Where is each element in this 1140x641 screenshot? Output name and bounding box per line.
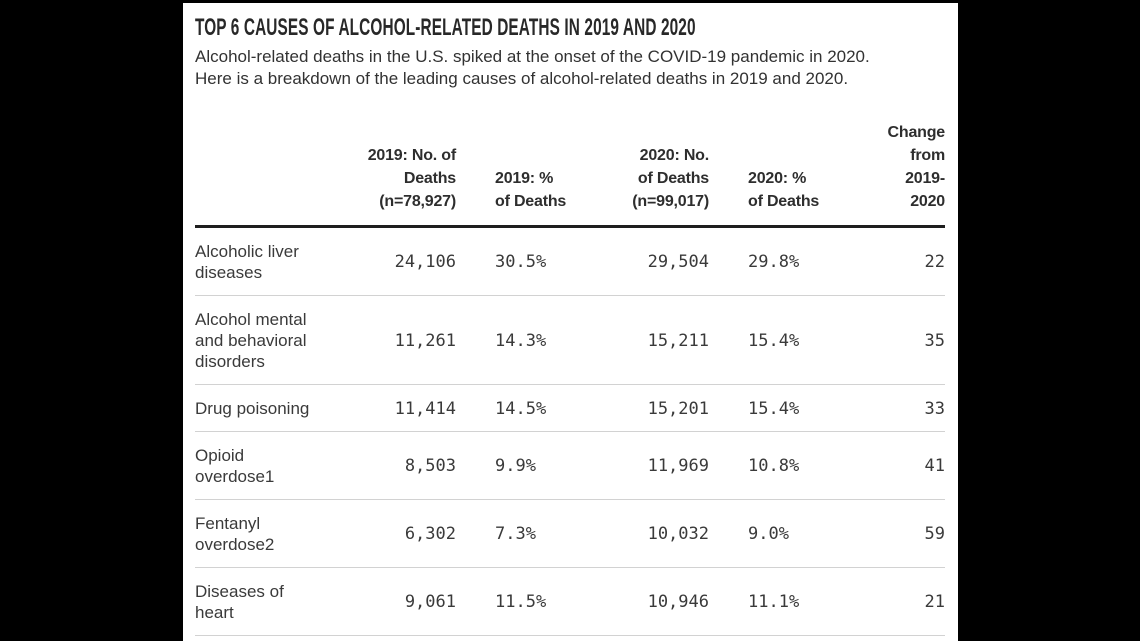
table-row: Diseases of heart 9,061 11.5% 10,946 11.…: [195, 568, 945, 636]
table-row: Fentanyl overdose2 6,302 7.3% 10,032 9.0…: [195, 500, 945, 568]
infographic-card: TOP 6 CAUSES OF ALCOHOL-RELATED DEATHS I…: [183, 3, 958, 641]
percent-2020-cell: 9.0%: [748, 524, 789, 544]
chart-title: TOP 6 CAUSES OF ALCOHOL-RELATED DEATHS I…: [195, 14, 696, 41]
percent-2020-cell: 11.1%: [748, 592, 800, 612]
cause-cell: Alcoholic liver diseases: [195, 242, 299, 282]
deaths-2020-cell: 15,201: [647, 398, 709, 419]
percent-2019-cell: 14.3%: [495, 330, 547, 351]
column-header-change: Change from 2019- 2020: [887, 124, 946, 210]
chart-subtitle: Alcohol-related deaths in the U.S. spike…: [195, 47, 870, 88]
header-row: 2019: No. of Deaths (n=78,927) 2019: % o…: [195, 121, 945, 227]
data-table: 2019: No. of Deaths (n=78,927) 2019: % o…: [195, 121, 945, 636]
cause-cell: Drug poisoning: [195, 399, 310, 418]
column-header-2020-deaths: 2020: No. of Deaths (n=99,017): [632, 147, 709, 210]
change-cell: 21: [924, 592, 945, 612]
table-row: Drug poisoning 11,414 14.5% 15,201 15.4%…: [195, 385, 945, 432]
cause-cell: Opioid overdose1: [195, 446, 275, 486]
table-row: Alcoholic liver diseases 24,106 30.5% 29…: [195, 227, 945, 296]
percent-2020-cell: 29.8%: [748, 252, 800, 272]
deaths-2020-cell: 11,969: [647, 456, 709, 476]
column-header-2019-percent: 2019: % of Deaths: [495, 170, 567, 210]
change-cell: 33: [924, 398, 945, 419]
deaths-2020-cell: 29,504: [647, 252, 709, 272]
change-cell: 22: [924, 252, 945, 272]
change-cell: 41: [924, 456, 945, 476]
percent-2019-cell: 30.5%: [495, 252, 547, 272]
deaths-2019-cell: 8,503: [404, 456, 456, 476]
percent-2019-cell: 9.9%: [495, 456, 536, 476]
deaths-2019-cell: 6,302: [404, 524, 456, 544]
cause-cell: Diseases of heart: [195, 582, 284, 622]
column-header-cause: [195, 121, 345, 227]
deaths-2020-cell: 10,032: [647, 524, 709, 544]
change-cell: 59: [924, 524, 945, 544]
percent-2020-cell: 15.4%: [748, 330, 800, 351]
column-header-2019-deaths: 2019: No. of Deaths (n=78,927): [367, 147, 456, 210]
percent-2019-cell: 14.5%: [495, 398, 547, 419]
cause-cell: Alcohol mental and behavioral disorders: [195, 310, 307, 371]
cause-cell: Fentanyl overdose2: [195, 514, 275, 554]
deaths-2019-cell: 11,261: [394, 330, 456, 351]
percent-2019-cell: 7.3%: [495, 524, 536, 544]
percent-2020-cell: 15.4%: [748, 398, 800, 419]
table-row: Opioid overdose1 8,503 9.9% 11,969 10.8%…: [195, 432, 945, 500]
title-row: TOP 6 CAUSES OF ALCOHOL-RELATED DEATHS I…: [195, 14, 945, 42]
deaths-2019-cell: 11,414: [394, 398, 456, 419]
deaths-2020-cell: 15,211: [647, 330, 709, 351]
table-row: Alcohol mental and behavioral disorders …: [195, 296, 945, 385]
change-cell: 35: [924, 330, 945, 351]
column-header-2020-percent: 2020: % of Deaths: [748, 170, 820, 210]
percent-2019-cell: 11.5%: [495, 592, 547, 612]
deaths-2019-cell: 9,061: [404, 592, 456, 612]
deaths-2019-cell: 24,106: [394, 252, 456, 272]
deaths-2020-cell: 10,946: [647, 592, 709, 612]
percent-2020-cell: 10.8%: [748, 456, 800, 476]
